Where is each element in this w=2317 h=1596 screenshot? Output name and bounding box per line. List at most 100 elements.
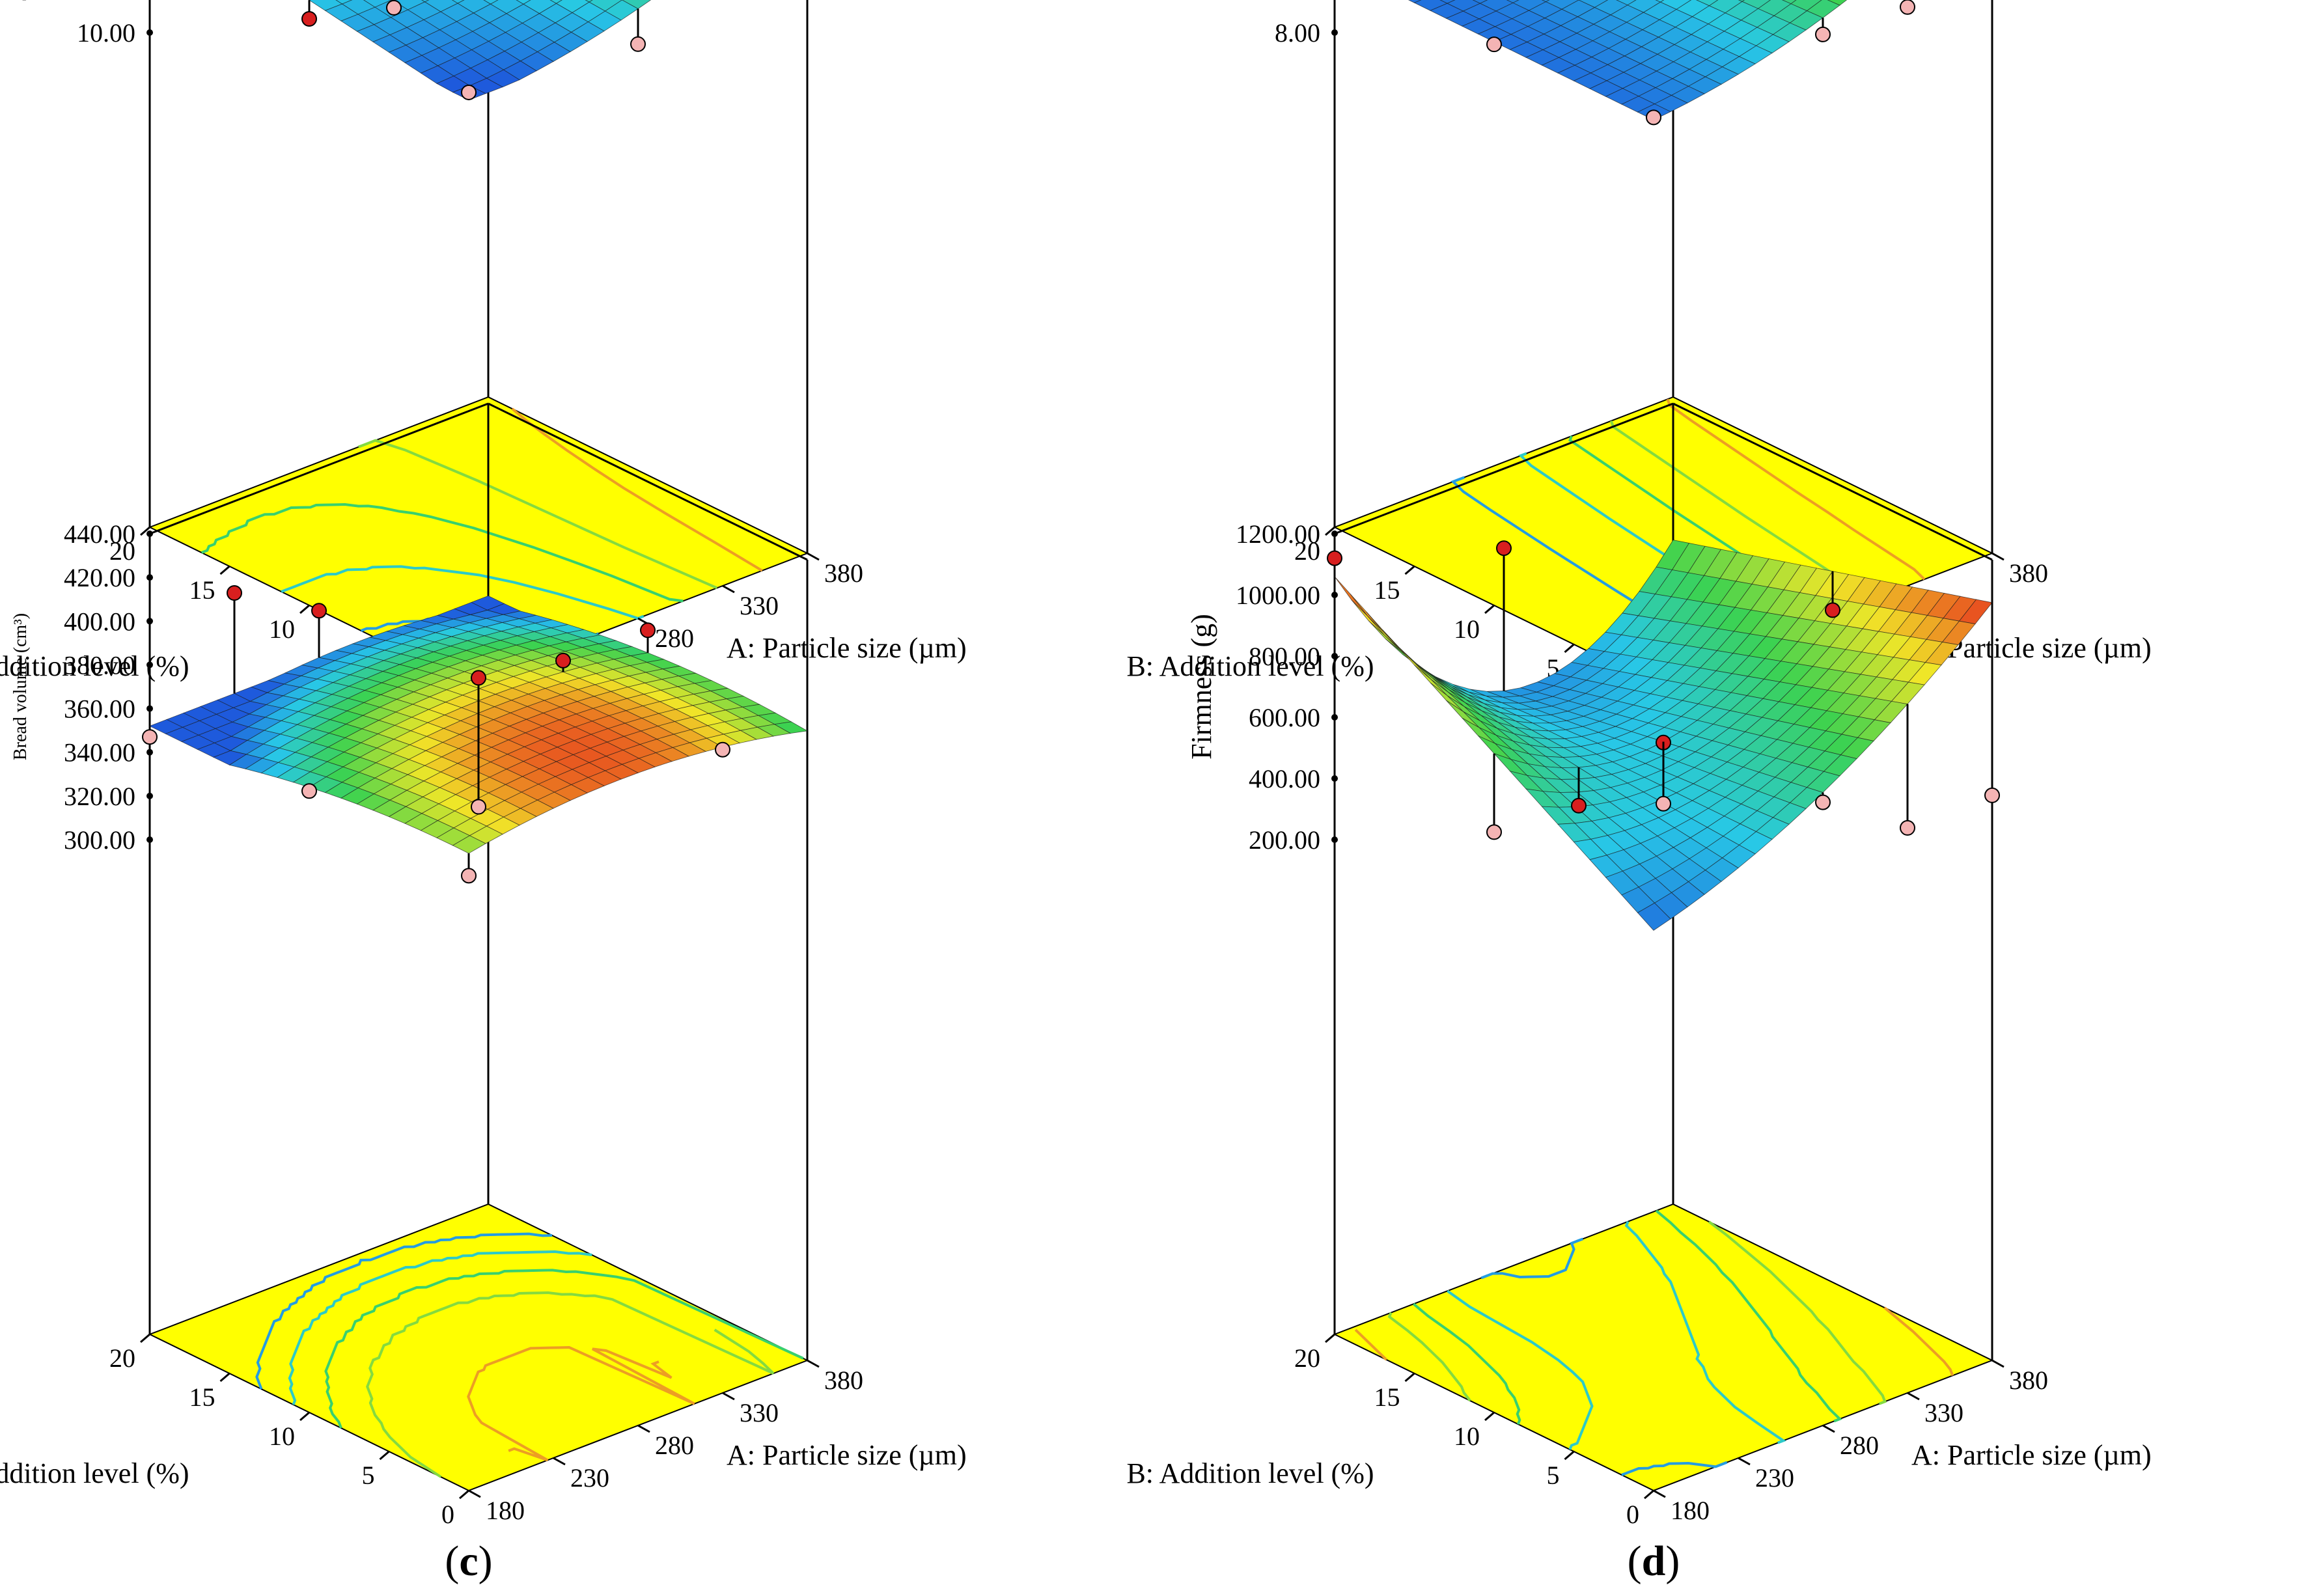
- z-tick-mark: [1331, 653, 1338, 659]
- design-point: [301, 783, 317, 799]
- surface-cell: [516, 0, 531, 5]
- surface-cell: [585, 0, 593, 3]
- surface-cell: [1506, 0, 1519, 3]
- design-point: [461, 84, 477, 100]
- a-tick-mark: [1991, 1359, 2005, 1368]
- box-top-edge: [488, 402, 808, 561]
- b-axis-title: B: Addition level (%): [1126, 1457, 1374, 1489]
- box-top-edge: [1672, 402, 1993, 561]
- a-tick-label: 330: [740, 1398, 779, 1427]
- b-tick-mark: [1644, 1489, 1654, 1500]
- z-tick-mark: [146, 836, 153, 843]
- b-tick-mark: [1484, 1411, 1495, 1422]
- b-tick-mark: [1564, 643, 1575, 654]
- surface-cell: [1439, 0, 1456, 4]
- surface-cell: [1637, 902, 1671, 931]
- b-tick-mark: [299, 1411, 310, 1422]
- a-tick-mark: [1907, 1392, 1920, 1401]
- contour-floor: [1333, 1203, 1994, 1492]
- b-tick-label: 10: [269, 614, 295, 644]
- a-tick-mark: [1822, 1424, 1835, 1433]
- a-tick-label: 380: [2009, 558, 2048, 588]
- design-point: [1900, 819, 1915, 836]
- z-tick-label: 300.00: [64, 825, 135, 855]
- a-tick-label: 380: [2009, 1366, 2048, 1395]
- z-tick-mark: [146, 705, 153, 712]
- design-point: [640, 622, 656, 639]
- chart-panel-a: 10.0015.0020.0025.0030.00Jc max x 10^5 (…: [0, 0, 1120, 778]
- surface-cell: [1781, 0, 1797, 5]
- contour-line: [324, 1269, 804, 1429]
- a-tick-label: 280: [655, 624, 694, 653]
- z-tick-label: 600.00: [1249, 703, 1320, 732]
- b-tick-label: 5: [1547, 1461, 1560, 1490]
- z-tick-label: 440.00: [64, 519, 135, 549]
- a-tick-mark: [468, 1489, 481, 1498]
- b-tick-mark: [1564, 1450, 1575, 1461]
- a-tick-mark: [1738, 1457, 1751, 1466]
- a-tick-mark: [553, 1457, 566, 1466]
- z-tick-label: 420.00: [64, 563, 135, 592]
- b-tick-mark: [1325, 526, 1335, 536]
- b-tick-label: 15: [1374, 575, 1400, 605]
- b-tick-mark: [1404, 1372, 1415, 1383]
- design-point: [471, 799, 486, 815]
- a-tick-label: 180: [486, 1496, 525, 1525]
- surface-cell: [483, 0, 499, 5]
- contour-line: [1708, 1220, 1887, 1405]
- b-tick-mark: [219, 1372, 230, 1383]
- design-point: [1815, 26, 1831, 42]
- z-axis-title: Bread volume (cm³): [10, 613, 31, 760]
- z-tick-mark: [1331, 775, 1338, 782]
- a-tick-label: 280: [1840, 1431, 1879, 1460]
- design-point: [1571, 797, 1587, 814]
- b-tick-label: 0: [1626, 1500, 1639, 1529]
- chart-panel-c: 300.00 320.00 340.00 360.00 380.00 400.00 420.…: [0, 402, 1120, 1585]
- b-axis-title: B: Addition level (%): [0, 1457, 189, 1489]
- z-tick-mark: [1331, 530, 1338, 537]
- z-tick-label: 340.00: [64, 738, 135, 767]
- b-axis-title: B: Addition level (%): [0, 650, 189, 682]
- z-tick-mark: [146, 792, 153, 799]
- surface-cell: [1472, 0, 1488, 4]
- b-tick-mark: [140, 526, 150, 536]
- b-tick-label: 10: [1454, 1422, 1480, 1451]
- z-tick-mark: [146, 749, 153, 756]
- a-tick-label: 280: [655, 1431, 694, 1460]
- contour-line: [366, 1291, 775, 1478]
- b-tick-label: 20: [1294, 1343, 1320, 1373]
- contour-line: [288, 1250, 592, 1405]
- z-tick-label: 400.00: [1249, 764, 1320, 793]
- design-point: [1486, 36, 1502, 53]
- contour-line: [1480, 1237, 1584, 1280]
- chart-svg-c: 300.00 320.00 340.00 360.00 380.00 400.00 420.…: [0, 402, 967, 1585]
- chart-svg-d: 200.00 400.00 600.00 800.00 1000.00 1200.00 Fi…: [1126, 402, 2152, 1585]
- design-point: [1984, 787, 2000, 803]
- a-tick-mark: [722, 585, 735, 594]
- a-tick-mark: [1653, 1489, 1666, 1498]
- z-tick-mark: [1331, 836, 1338, 843]
- b-tick-mark: [219, 565, 230, 575]
- z-axis-title: Firmness (g): [1186, 614, 1217, 760]
- z-tick-label: 320.00: [64, 782, 135, 811]
- b-tick-label: 10: [1454, 614, 1480, 644]
- b-tick-mark: [379, 1450, 390, 1461]
- surface-cell: [335, 0, 353, 5]
- contour-line: [1387, 1312, 1471, 1402]
- surface-cell: [549, 0, 562, 4]
- a-tick-label: 380: [824, 1366, 863, 1395]
- b-tick-label: 5: [362, 1461, 375, 1490]
- box-top-edge: [149, 402, 489, 535]
- contour-line: [357, 439, 718, 590]
- a-tick-label: 330: [1924, 1398, 1963, 1427]
- design-point: [311, 603, 327, 619]
- z-axis-title: Jc max x 10^5 (1/Pa): [1, 0, 33, 1]
- b-tick-label: 0: [441, 1500, 454, 1529]
- contour-line: [1655, 1209, 1842, 1423]
- design-point: [1815, 794, 1831, 810]
- a-tick-label: 230: [1755, 1463, 1794, 1493]
- b-tick-mark: [1325, 1333, 1335, 1343]
- z-tick-label: 10.00: [77, 18, 135, 48]
- contour-line: [1621, 1461, 1728, 1476]
- design-point: [1656, 795, 1671, 812]
